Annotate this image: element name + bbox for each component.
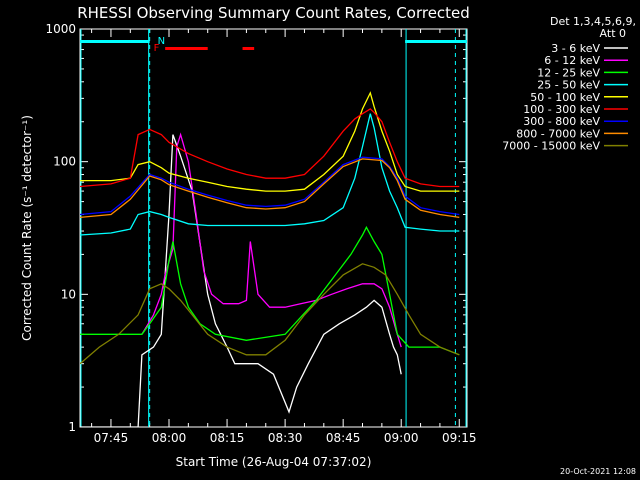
- flare-bar: [242, 47, 255, 50]
- legend-header-att: Att 0: [600, 27, 626, 40]
- series-line-1: [80, 134, 402, 427]
- x-tick-label: 07:45: [94, 431, 129, 445]
- y-tick-label: 1000: [45, 22, 76, 36]
- series-line-2: [141, 132, 402, 348]
- y-tick-label: 1: [68, 420, 76, 434]
- plot-frame: [79, 28, 468, 428]
- legend-label: 100 - 300 keV: [523, 103, 600, 116]
- n-marker: N: [158, 36, 165, 47]
- legend-label: 800 - 7000 keV: [516, 127, 600, 140]
- f-marker: F: [154, 43, 160, 54]
- legend-label: 25 - 50 keV: [537, 79, 600, 92]
- x-axis-label: Start Time (26-Aug-04 07:37:02): [176, 455, 372, 469]
- legend-label: 12 - 25 keV: [537, 66, 600, 79]
- legend-label: 7000 - 15000 keV: [502, 140, 600, 153]
- series-line-8: [80, 158, 460, 219]
- series-line-9: [80, 263, 460, 365]
- series-line-4: [80, 113, 460, 236]
- night-bar: [405, 40, 467, 43]
- x-tick-label: 09:00: [384, 431, 419, 445]
- y-tick-label: 100: [53, 155, 76, 169]
- night-bar: [80, 40, 150, 43]
- legend-header: Det 1,3,4,5,6,9,: [550, 15, 636, 28]
- x-tick-label: 08:45: [326, 431, 361, 445]
- legend-label: 300 - 800 keV: [523, 115, 600, 128]
- legend-label: 50 - 100 keV: [530, 91, 600, 104]
- footer-date: 20-Oct-2021 12:08: [560, 467, 636, 476]
- y-axis-label: Corrected Count Rate (s⁻¹ detector⁻¹): [20, 115, 34, 341]
- x-tick-label: 08:00: [152, 431, 187, 445]
- series-line-7: [80, 156, 460, 216]
- x-tick-label: 08:15: [210, 431, 245, 445]
- series-line-5: [80, 91, 460, 192]
- x-tick-label: 09:15: [442, 431, 477, 445]
- series-line-3: [80, 225, 460, 356]
- series-line-6: [80, 108, 460, 188]
- y-tick-label: 10: [61, 287, 76, 301]
- legend-label: 3 - 6 keV: [551, 42, 600, 55]
- x-tick-label: 08:30: [268, 431, 303, 445]
- chart-title: RHESSI Observing Summary Count Rates, Co…: [77, 4, 470, 22]
- flare-bar: [165, 47, 208, 50]
- legend-label: 6 - 12 keV: [544, 54, 600, 67]
